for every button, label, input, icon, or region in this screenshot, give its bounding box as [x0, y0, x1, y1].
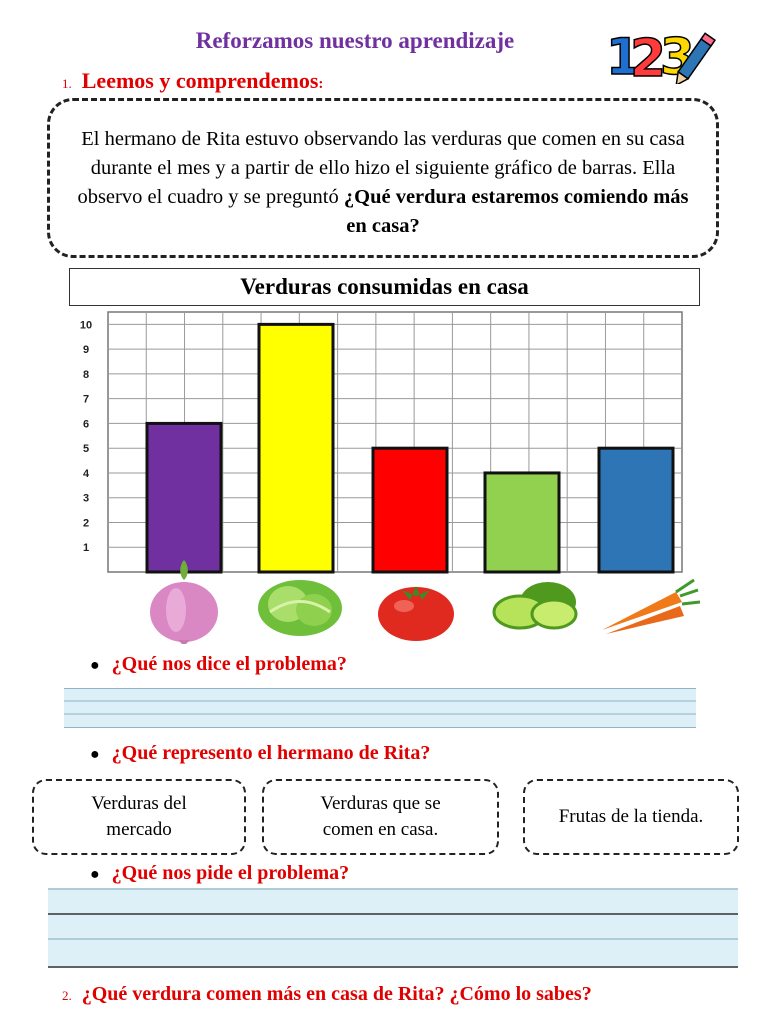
section-heading-text: Leemos y comprendemos	[81, 68, 319, 93]
question-what-problem-says: ● ¿Qué nos dice el problema?	[90, 653, 347, 676]
answer-lines[interactable]	[64, 688, 696, 728]
bar-zanahoria	[597, 446, 675, 574]
y-tick-label: 8	[83, 369, 89, 381]
svg-text:1: 1	[606, 28, 641, 84]
bullet-icon: ●	[90, 866, 100, 883]
option-line: Verduras que se	[320, 793, 441, 814]
option-store-fruits[interactable]: Frutas de la tienda.	[523, 779, 739, 855]
chart-title: Verduras consumidas en casa	[69, 268, 700, 306]
y-tick-label: 1	[83, 542, 89, 554]
option-home-vegetables[interactable]: Verduras que se comen en casa.	[262, 779, 499, 855]
question-text: ¿Qué verdura comen más en casa de Rita? …	[81, 983, 592, 1005]
y-tick-label: 7	[83, 394, 89, 406]
answer-lines[interactable]	[48, 888, 738, 968]
question-what-problem-asks: ● ¿Qué nos pide el problema?	[90, 862, 349, 885]
section-heading-colon: :	[318, 76, 324, 92]
svg-text:2: 2	[630, 29, 666, 84]
option-text: Verduras que se comen en casa.	[320, 791, 440, 843]
y-tick-label: 6	[83, 418, 89, 430]
bar-tomate	[371, 446, 449, 574]
story-text: El hermano de Rita estuvo observando las…	[77, 128, 685, 208]
section-number: 2.	[62, 988, 72, 1003]
y-tick-label: 4	[83, 468, 90, 480]
section-number: 1.	[62, 76, 72, 91]
tomato-icon	[378, 586, 454, 641]
question-what-represented: ● ¿Qué represento el hermano de Rita?	[90, 742, 430, 765]
story-question: ¿Qué verdura estaremos comiendo más en c…	[343, 186, 689, 237]
section-1-heading: 1. Leemos y comprendemos:	[62, 68, 323, 94]
bar-lechuga	[257, 322, 335, 574]
question-text: ¿Qué nos pide el problema?	[111, 862, 350, 884]
bar-chart: 1 2 3 4 5 6 7 8 9 10	[80, 311, 701, 644]
question-text: ¿Qué nos dice el problema?	[111, 653, 347, 675]
bullet-icon: ●	[90, 746, 100, 763]
option-text: Frutas de la tienda.	[559, 804, 704, 830]
y-tick-label: 10	[80, 319, 92, 331]
bullet-icon: ●	[90, 657, 100, 674]
y-tick-label: 2	[83, 517, 89, 529]
page-title: Reforzamos nuestro aprendizaje	[195, 28, 515, 53]
story-box: El hermano de Rita estuvo observando las…	[47, 98, 719, 258]
option-line: Verduras del	[91, 793, 187, 814]
question-text: ¿Qué represento el hermano de Rita?	[111, 742, 431, 764]
y-tick-label: 5	[83, 443, 89, 455]
carrot-icon	[602, 578, 701, 634]
option-line: mercado	[106, 819, 172, 840]
option-line: Frutas de la tienda.	[558, 806, 704, 827]
option-line: comen en casa.	[322, 819, 439, 840]
bar-limón	[483, 471, 561, 574]
question-2: 2. ¿Qué verdura comen más en casa de Rita…	[62, 983, 592, 1006]
lettuce-icon	[258, 580, 342, 636]
numbers-logo-icon: 1 2 3	[605, 27, 717, 84]
option-market-vegetables[interactable]: Verduras del mercado	[32, 779, 246, 855]
onion-icon	[150, 560, 218, 644]
y-tick-label: 3	[83, 493, 89, 505]
bar-cebolla	[145, 421, 223, 574]
lime-icon	[492, 582, 578, 630]
option-text: Verduras del mercado	[91, 791, 187, 843]
y-tick-label: 9	[83, 344, 89, 356]
